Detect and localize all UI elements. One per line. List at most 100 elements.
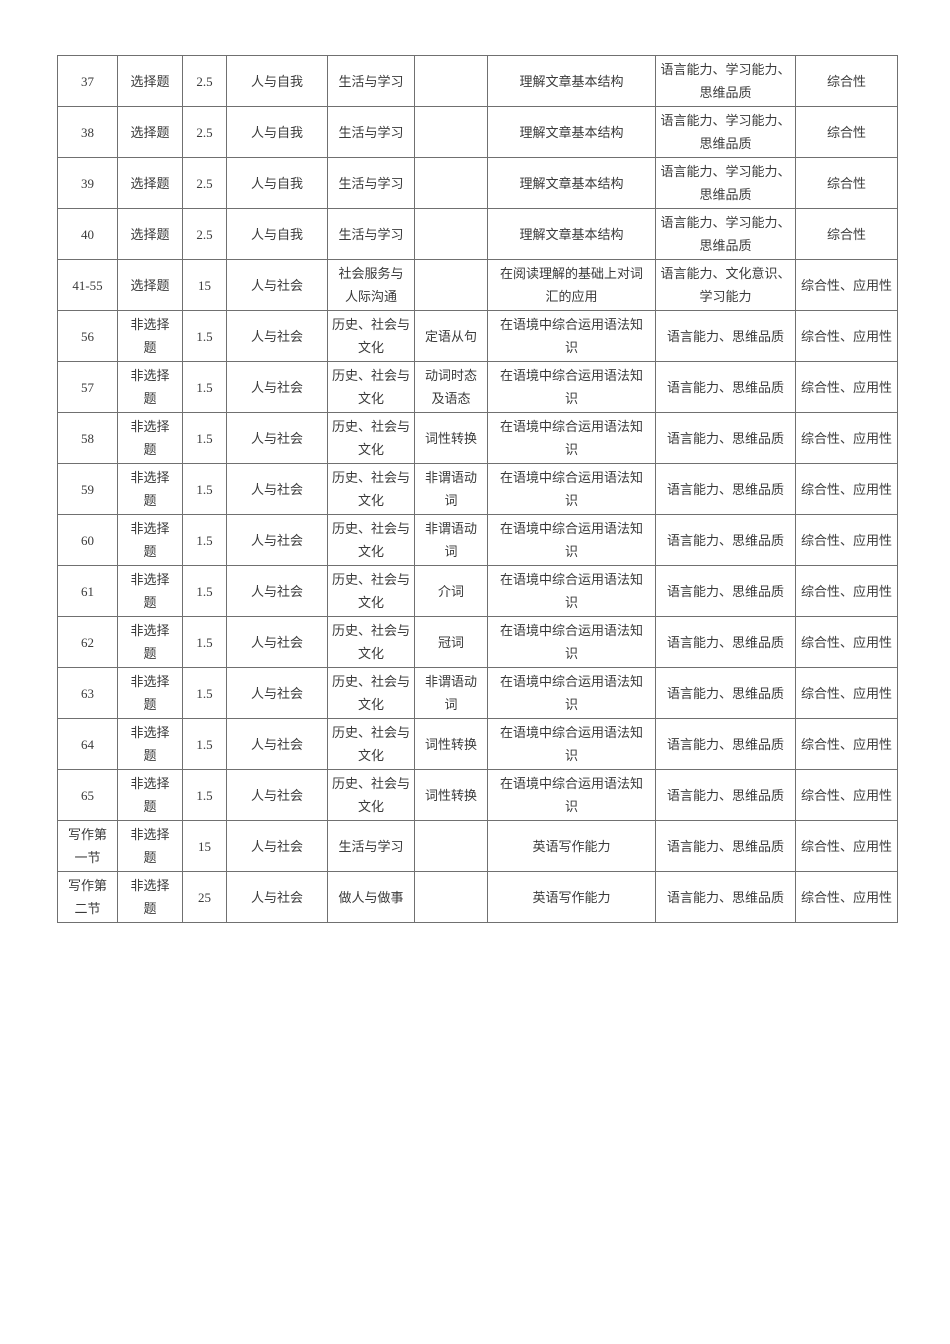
table-cell: 在语境中综合运用语法知 识 <box>487 463 656 515</box>
table-cell: 写作第 二节 <box>57 871 118 923</box>
table-row: 62 非选择 题 1.5 人与社会 历史、社会与 文化 冠词 在语境中综合运用语法知 识语言… <box>57 616 898 668</box>
table-cell: 62 <box>57 616 118 668</box>
table-cell: 理解文章基本结构 <box>487 55 656 107</box>
table-cell: 非谓语动 词 <box>414 667 488 719</box>
table-cell: 39 <box>57 157 118 209</box>
table-cell: 综合性、应用性 <box>795 412 898 464</box>
table-cell: 非选择 题 <box>117 718 183 770</box>
table-cell: 人与社会 <box>226 667 328 719</box>
table-cell: 人与社会 <box>226 820 328 872</box>
table-row: 58 非选择 题 1.5 人与社会 历史、社会与 文化 词性转换 在语境中综合运用语法知 识… <box>57 412 898 464</box>
table-cell: 综合性、应用性 <box>795 667 898 719</box>
table-cell: 58 <box>57 412 118 464</box>
table-cell: 人与社会 <box>226 616 328 668</box>
table-body: 37 选择题 2.5 人与自我 生活与学习 理解文章基本结构 语言能力、学习能力、 思维品质… <box>57 55 898 923</box>
table-cell: 理解文章基本结构 <box>487 208 656 260</box>
table-cell: 综合性、应用性 <box>795 616 898 668</box>
table-cell: 在语境中综合运用语法知 识 <box>487 565 656 617</box>
table-cell: 1.5 <box>182 412 227 464</box>
table-cell: 人与社会 <box>226 259 328 311</box>
table-cell: 非选择 题 <box>117 871 183 923</box>
table-cell: 语言能力、思维品质 <box>655 871 796 923</box>
table-cell: 语言能力、思维品质 <box>655 310 796 362</box>
table-row: 37 选择题 2.5 人与自我 生活与学习 理解文章基本结构 语言能力、学习能力、 思维品质… <box>57 55 898 107</box>
table-cell <box>414 259 488 311</box>
table-cell: 人与自我 <box>226 106 328 158</box>
table-cell: 综合性、应用性 <box>795 820 898 872</box>
table-cell <box>414 820 488 872</box>
table-cell: 综合性、应用性 <box>795 361 898 413</box>
table-cell: 2.5 <box>182 106 227 158</box>
table-cell: 人与社会 <box>226 361 328 413</box>
table-cell: 语言能力、思维品质 <box>655 718 796 770</box>
table-cell: 1.5 <box>182 667 227 719</box>
table-cell: 在语境中综合运用语法知 识 <box>487 769 656 821</box>
table-cell: 语言能力、思维品质 <box>655 565 796 617</box>
table-cell: 在语境中综合运用语法知 识 <box>487 718 656 770</box>
table-cell: 1.5 <box>182 361 227 413</box>
table-cell: 历史、社会与 文化 <box>327 412 415 464</box>
table-cell: 语言能力、文化意识、 学习能力 <box>655 259 796 311</box>
table-row: 63 非选择 题 1.5 人与社会 历史、社会与 文化 非谓语动 词在语境中综合运用语法知… <box>57 667 898 719</box>
table-cell: 1.5 <box>182 769 227 821</box>
table-cell: 理解文章基本结构 <box>487 106 656 158</box>
table-cell: 英语写作能力 <box>487 820 656 872</box>
table-cell: 语言能力、思维品质 <box>655 412 796 464</box>
table-cell: 综合性 <box>795 208 898 260</box>
table-cell: 非选择 题 <box>117 310 183 362</box>
table-cell: 综合性、应用性 <box>795 718 898 770</box>
table-cell: 词性转换 <box>414 769 488 821</box>
table-cell: 56 <box>57 310 118 362</box>
table-cell: 生活与学习 <box>327 157 415 209</box>
table-row: 56 非选择 题 1.5 人与社会 历史、社会与 文化 定语从句 在语境中综合运用语法知 识… <box>57 310 898 362</box>
table-cell: 历史、社会与 文化 <box>327 463 415 515</box>
table-cell: 人与社会 <box>226 412 328 464</box>
table-cell: 历史、社会与 文化 <box>327 718 415 770</box>
table-cell: 人与社会 <box>226 310 328 362</box>
table-cell <box>414 106 488 158</box>
table-cell: 历史、社会与 文化 <box>327 514 415 566</box>
table-cell: 37 <box>57 55 118 107</box>
table-cell: 语言能力、学习能力、 思维品质 <box>655 55 796 107</box>
table-cell: 综合性、应用性 <box>795 871 898 923</box>
table-cell: 在语境中综合运用语法知 识 <box>487 616 656 668</box>
table-cell <box>414 157 488 209</box>
table-cell: 综合性 <box>795 55 898 107</box>
table-row: 65 非选择 题 1.5 人与社会 历史、社会与 文化 词性转换 在语境中综合运用语法知 识… <box>57 769 898 821</box>
table-row: 61 非选择 题 1.5 人与社会 历史、社会与 文化 介词 在语境中综合运用语法知 识语言… <box>57 565 898 617</box>
table-cell: 词性转换 <box>414 412 488 464</box>
table-cell: 综合性 <box>795 106 898 158</box>
table-cell: 非选择 题 <box>117 616 183 668</box>
table-cell: 在语境中综合运用语法知 识 <box>487 361 656 413</box>
table-cell: 生活与学习 <box>327 55 415 107</box>
table-cell: 选择题 <box>117 106 183 158</box>
table-cell: 综合性、应用性 <box>795 565 898 617</box>
table-cell: 历史、社会与 文化 <box>327 616 415 668</box>
table-cell: 1.5 <box>182 718 227 770</box>
exam-spec-table: 37 选择题 2.5 人与自我 生活与学习 理解文章基本结构 语言能力、学习能力、 思维品质… <box>57 55 898 923</box>
table-cell: 在语境中综合运用语法知 识 <box>487 667 656 719</box>
table-cell: 综合性、应用性 <box>795 514 898 566</box>
table-cell: 综合性、应用性 <box>795 463 898 515</box>
table-cell: 在阅读理解的基础上对词 汇的应用 <box>487 259 656 311</box>
table-cell: 59 <box>57 463 118 515</box>
table-cell: 非选择 题 <box>117 361 183 413</box>
table-cell: 1.5 <box>182 463 227 515</box>
table-cell: 在语境中综合运用语法知 识 <box>487 412 656 464</box>
table-cell: 写作第 一节 <box>57 820 118 872</box>
table-cell: 在语境中综合运用语法知 识 <box>487 514 656 566</box>
table-cell: 1.5 <box>182 514 227 566</box>
table-cell: 41-55 <box>57 259 118 311</box>
table-cell: 人与自我 <box>226 208 328 260</box>
table-cell: 1.5 <box>182 616 227 668</box>
table-cell: 综合性 <box>795 157 898 209</box>
table-row: 写作第 一节 非选择 题 15 人与社会 生活与学习 英语写作能力 语言能力、思维品质 综合性… <box>57 820 898 872</box>
table-cell: 语言能力、学习能力、 思维品质 <box>655 106 796 158</box>
table-cell: 选择题 <box>117 55 183 107</box>
table-cell: 历史、社会与 文化 <box>327 310 415 362</box>
table-cell <box>414 55 488 107</box>
table-cell: 介词 <box>414 565 488 617</box>
table-cell: 60 <box>57 514 118 566</box>
table-row: 60 非选择 题 1.5 人与社会 历史、社会与 文化 非谓语动 词在语境中综合运用语法知… <box>57 514 898 566</box>
